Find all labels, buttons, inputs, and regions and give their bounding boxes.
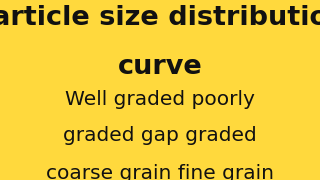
- Text: graded gap graded: graded gap graded: [63, 126, 257, 145]
- Text: Particle size distribution: Particle size distribution: [0, 5, 320, 31]
- Text: coarse grain fine grain: coarse grain fine grain: [46, 164, 274, 180]
- Text: curve: curve: [118, 54, 202, 80]
- Text: Well graded poorly: Well graded poorly: [65, 90, 255, 109]
